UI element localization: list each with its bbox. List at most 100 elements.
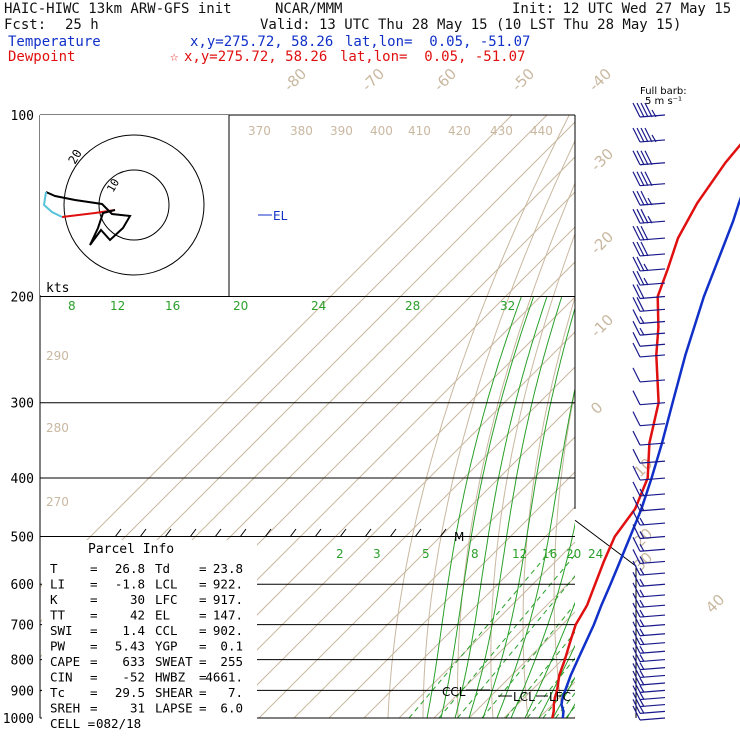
parcel-row-equals: = [90, 701, 98, 716]
wind-barb [632, 670, 666, 686]
parcel-row-value2: 902. [213, 623, 243, 638]
lcl-label: LCL [513, 690, 535, 704]
wind-barb [632, 630, 666, 646]
theta-label: 380 [290, 124, 313, 138]
mixing-ratio-label: 20 [566, 547, 581, 561]
theta-e-label: 28 [405, 299, 420, 313]
dry-adiabat-line [553, 388, 575, 718]
parcel-row-value2: 255 [220, 654, 243, 669]
parcel-row-label: TT [50, 608, 66, 623]
parcel-row-label2: LAPSE [155, 701, 193, 716]
wind-barb [632, 342, 666, 358]
wind-barb [632, 685, 666, 701]
lfc-label: LFC [549, 690, 571, 704]
wind-barb [632, 602, 666, 618]
mixing-ratio-label: 2 [336, 547, 344, 561]
parcel-row-equals: = [90, 654, 98, 669]
theta-label: 270 [46, 495, 69, 509]
moist-adiabat-line [524, 601, 575, 718]
tropopause-tick [164, 528, 172, 538]
el-label: EL [273, 209, 288, 223]
isotherm-line [223, 366, 575, 718]
hodograph-ring-label: 20 [65, 147, 84, 167]
dewpoint-legend: Dewpoint [8, 49, 76, 65]
isotherm-label: -50 [508, 65, 538, 95]
parcel-row-label2: SHEAR [155, 685, 193, 700]
temperature-location-xy: x,y=275.72, 58.26 [190, 34, 334, 50]
parcel-row-label2: Td [155, 561, 170, 576]
mixing-ratio-label: 24 [588, 547, 603, 561]
parcel-row-label2: HWBZ [155, 670, 186, 685]
tropopause-tick [264, 528, 272, 538]
parcel-row-label: K [50, 592, 58, 607]
theta-e-label: 8 [68, 299, 76, 313]
tropopause-tick [314, 528, 322, 538]
parcel-row-value: 082/18 [96, 716, 141, 731]
isotherm-line [258, 401, 575, 718]
parcel-row-equals: = [90, 623, 98, 638]
theta-label: 410 [408, 124, 431, 138]
parcel-row-equals2: = [199, 654, 207, 669]
isotherm-line [328, 471, 575, 718]
tropopause-tick [414, 528, 422, 538]
pressure-tick-label: 500 [11, 530, 34, 545]
pressure-tick-label: 200 [11, 291, 34, 306]
melting-level-label: M [454, 530, 464, 544]
ccl-label: CCL [442, 685, 466, 699]
moist-adiabat-line [552, 676, 575, 718]
theta-label: 280 [46, 421, 69, 435]
pressure-tick-label: 1000 [3, 712, 34, 727]
parcel-row-equals2: = [199, 592, 207, 607]
hodograph-trace-mid [45, 191, 132, 246]
isotherm-line [398, 541, 575, 718]
wind-barb [632, 663, 666, 679]
barb-legend-line2: 5 m s⁻¹ [645, 96, 682, 107]
wind-barb [632, 655, 666, 671]
theta-label: 420 [448, 124, 471, 138]
star-icon: ☆ [170, 49, 179, 65]
parcel-row-label: CIN [50, 670, 73, 685]
wind-barb [632, 284, 666, 300]
theta-e-label: 24 [311, 299, 326, 313]
mixing-ratio-line [438, 554, 575, 718]
wind-barb [632, 638, 666, 654]
dewpoint-profile [551, 143, 740, 719]
parcel-row-equals2: = [199, 685, 207, 700]
wind-barb [632, 612, 666, 628]
isotherm-label: 40 [702, 591, 728, 617]
wind-barb [632, 390, 666, 406]
parcel-row-label2: SWEAT [155, 654, 193, 669]
mixing-ratio-label: 12 [512, 547, 527, 561]
tropopause-tick [364, 528, 372, 538]
theta-label: 430 [490, 124, 513, 138]
theta-label: 440 [530, 124, 553, 138]
parcel-row-value: 30 [130, 592, 145, 607]
parcel-row-label: Tc [50, 685, 65, 700]
wind-barb [632, 549, 666, 565]
parcel-row-equals2: = [199, 639, 207, 654]
wind-barb [632, 127, 666, 143]
parcel-row-label2: YGP [155, 639, 178, 654]
isotherm-label: -70 [358, 65, 388, 95]
parcel-row-equals2: = [199, 608, 207, 623]
parcel-info-title: Parcel Info [88, 542, 174, 557]
parcel-row-equals2: = [199, 670, 207, 685]
hodograph-ring-outer [63, 134, 205, 276]
mixing-ratio-label: 5 [422, 547, 430, 561]
wind-barb [632, 647, 666, 663]
isotherm-label: -80 [280, 65, 310, 95]
theta-e-label: 16 [165, 299, 180, 313]
wind-barb [632, 678, 666, 694]
parcel-row-label: SWI [50, 623, 73, 638]
isotherm-label: 0 [587, 398, 606, 417]
dry-adiabat-line [422, 139, 575, 718]
parcel-row-equals2: = [199, 701, 207, 716]
isotherm-line [433, 576, 575, 718]
forecast-hour: 25 h [65, 17, 99, 33]
mixing-ratio-label: 16 [542, 547, 557, 561]
pressure-tick-label: 700 [11, 619, 34, 634]
wind-barb [632, 270, 666, 286]
theta-label: 390 [330, 124, 353, 138]
parcel-row-label: CELL = [50, 716, 95, 731]
isotherm-line [363, 506, 575, 718]
